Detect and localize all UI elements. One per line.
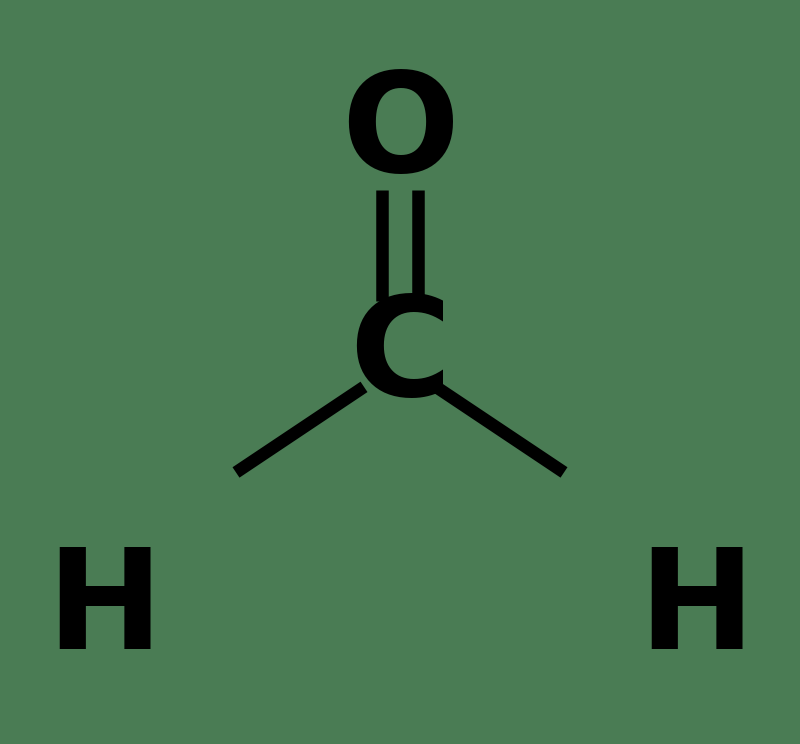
Text: H: H xyxy=(46,542,162,678)
Text: H: H xyxy=(638,542,754,678)
Text: O: O xyxy=(341,66,459,202)
Text: C: C xyxy=(349,289,451,425)
